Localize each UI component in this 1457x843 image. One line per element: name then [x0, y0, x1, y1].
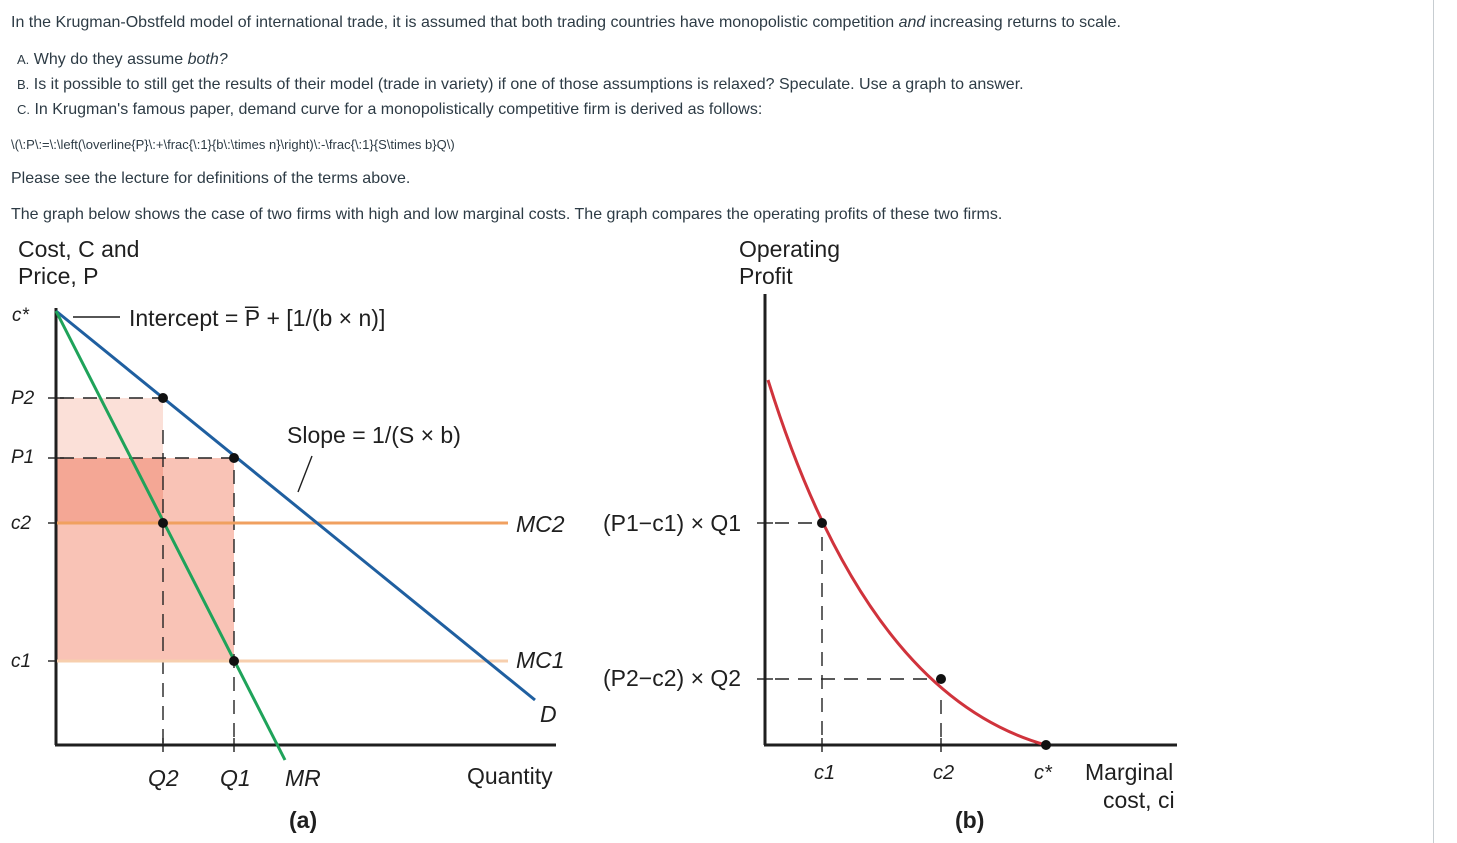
mc2-label: MC2	[516, 511, 565, 537]
tick-b-c2: c2	[933, 762, 954, 784]
panel-b-y-label-2: Profit	[739, 263, 793, 289]
panel-a-y-label-2: Price, P	[18, 263, 99, 289]
tick-c-star: c*	[12, 305, 30, 326]
tick-q1: Q1	[220, 765, 251, 791]
area-top-light	[57, 398, 163, 458]
tick-q2: Q2	[148, 765, 179, 791]
panel-b-y-label-1: Operating	[739, 236, 840, 262]
intercept-label: Intercept = P̅ + [1/(b × n)]	[129, 305, 385, 331]
mr-label: MR	[285, 765, 321, 791]
point-p2-q2	[158, 393, 168, 403]
graph-intro-text: The graph below shows the case of two fi…	[11, 206, 1003, 223]
tick-p1: P1	[11, 447, 34, 468]
tick-b-c1: c1	[814, 762, 835, 784]
latex-formula: \(\:P\:=\:\left(\overline{P}\:+\frac{\:1…	[11, 137, 455, 152]
point-profit2	[936, 674, 946, 684]
question-item-c: C. In Krugman's famous paper, demand cur…	[17, 101, 763, 118]
area-overlap	[57, 458, 163, 523]
panel-b-x-label-2: cost, ci	[1103, 787, 1175, 813]
demand-label: D	[540, 701, 557, 727]
slope-label: Slope = 1/(S × b)	[287, 422, 461, 448]
tick-p2: P2	[11, 388, 35, 409]
question-item-a: A. Why do they assume both?	[17, 51, 228, 68]
mc1-label: MC1	[516, 647, 565, 673]
point-mr-mc2	[158, 518, 168, 528]
profit2-label: (P2−c2) × Q2	[603, 665, 741, 691]
tick-c1: c1	[11, 651, 31, 672]
panel-a-caption: (a)	[289, 807, 317, 833]
content-border	[1433, 0, 1434, 843]
question-intro: In the Krugman-Obstfeld model of interna…	[11, 14, 1121, 31]
see-lecture-text: Please see the lecture for definitions o…	[11, 170, 411, 187]
profit-curve	[766, 379, 1047, 747]
point-mr-mc1	[229, 656, 239, 666]
point-p1-q1	[229, 453, 239, 463]
demand-curve	[55, 309, 536, 702]
panel-b-caption: (b)	[955, 807, 984, 833]
question-item-b: B. Is it possible to still get the resul…	[17, 76, 1024, 93]
panel-a-y-label-1: Cost, C and	[18, 236, 139, 262]
point-c-star	[1041, 740, 1051, 750]
panel-a-x-label: Quantity	[467, 763, 553, 789]
tick-c2: c2	[11, 513, 32, 534]
tick-b-c-star: c*	[1034, 762, 1053, 784]
point-profit1	[817, 518, 827, 528]
mr-curve	[54, 310, 287, 761]
panel-b-x-label-1: Marginal	[1085, 759, 1173, 785]
slope-pointer	[297, 455, 313, 493]
profit1-label: (P1−c1) × Q1	[603, 510, 741, 536]
